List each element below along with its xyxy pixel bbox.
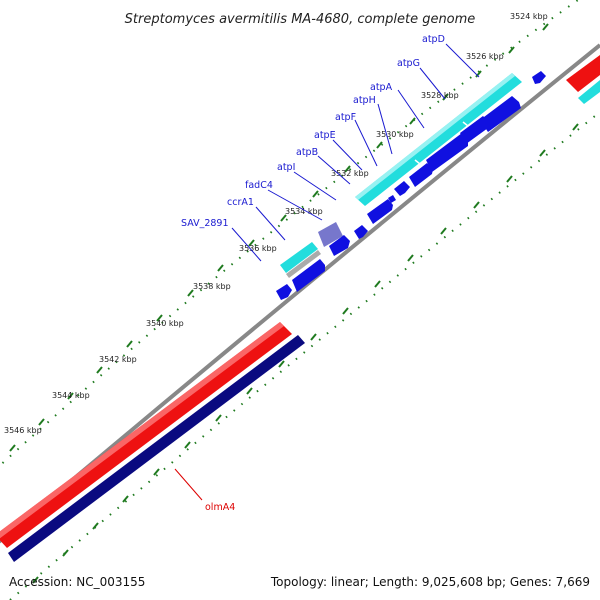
scale-label: 3528 kbp	[421, 91, 459, 100]
gene-label-atpA: atpA	[370, 82, 393, 93]
gene-label-atpI: atpI	[277, 162, 295, 173]
gene-label-atpH: atpH	[353, 95, 376, 106]
gene-label-atpF: atpF	[335, 112, 356, 123]
gene-label-atpE: atpE	[314, 130, 336, 141]
gene-label-leaders	[231, 43, 480, 262]
lavender-gene[interactable]	[318, 222, 343, 247]
scale-labels: 3524 kbp 3526 kbp 3528 kbp 3530 kbp 3532…	[4, 12, 548, 435]
scale-label: 3524 kbp	[510, 12, 548, 21]
large-navy-gene[interactable]	[8, 335, 305, 562]
blue-genes[interactable]	[276, 71, 546, 300]
gene-label-fadC4: fadC4	[245, 180, 273, 191]
scale-label: 3536 kbp	[239, 244, 277, 253]
scale-label: 3530 kbp	[376, 130, 414, 139]
scale-label: 3544 kbp	[52, 391, 90, 400]
outer-major-ticks	[9, 23, 549, 452]
gene-labels: atpD atpG atpA atpH atpF atpE atpB atpI …	[181, 34, 445, 513]
scale-label: 3532 kbp	[331, 169, 369, 178]
scale-label: 3542 kbp	[99, 355, 137, 364]
gene-label-ccrA1: ccrA1	[227, 197, 254, 208]
gene-label-olmA4: olmA4	[205, 502, 235, 513]
genome-summary-text: Topology: linear; Length: 9,025,608 bp; …	[270, 575, 590, 589]
band-gap-marker	[0, 544, 10, 560]
gray-gene-small[interactable]	[286, 250, 321, 278]
gene-label-atpD: atpD	[422, 34, 445, 45]
scale-label: 3546 kbp	[4, 426, 42, 435]
olmA4-leader	[174, 468, 203, 501]
atp-operon-band[interactable]	[355, 73, 522, 206]
gene-label-atpG: atpG	[397, 58, 420, 69]
map-title: Streptomyces avermitilis MA-4680, comple…	[125, 12, 476, 27]
red-gene-fragment-right[interactable]	[566, 55, 600, 92]
gene-label-atpB: atpB	[296, 147, 318, 158]
scale-label: 3538 kbp	[193, 282, 231, 291]
scale-label: 3526 kbp	[466, 52, 504, 61]
cyan-gene-small[interactable]	[280, 242, 318, 273]
scale-label: 3534 kbp	[285, 207, 323, 216]
large-red-gene[interactable]	[0, 322, 292, 548]
scale-label: 3540 kbp	[146, 319, 184, 328]
accession-text: Accession: NC_003155	[9, 575, 145, 589]
cyan-gene-fragment-right[interactable]	[578, 80, 600, 104]
gene-label-SAV_2891: SAV_2891	[181, 218, 229, 229]
inner-major-ticks	[32, 123, 579, 584]
